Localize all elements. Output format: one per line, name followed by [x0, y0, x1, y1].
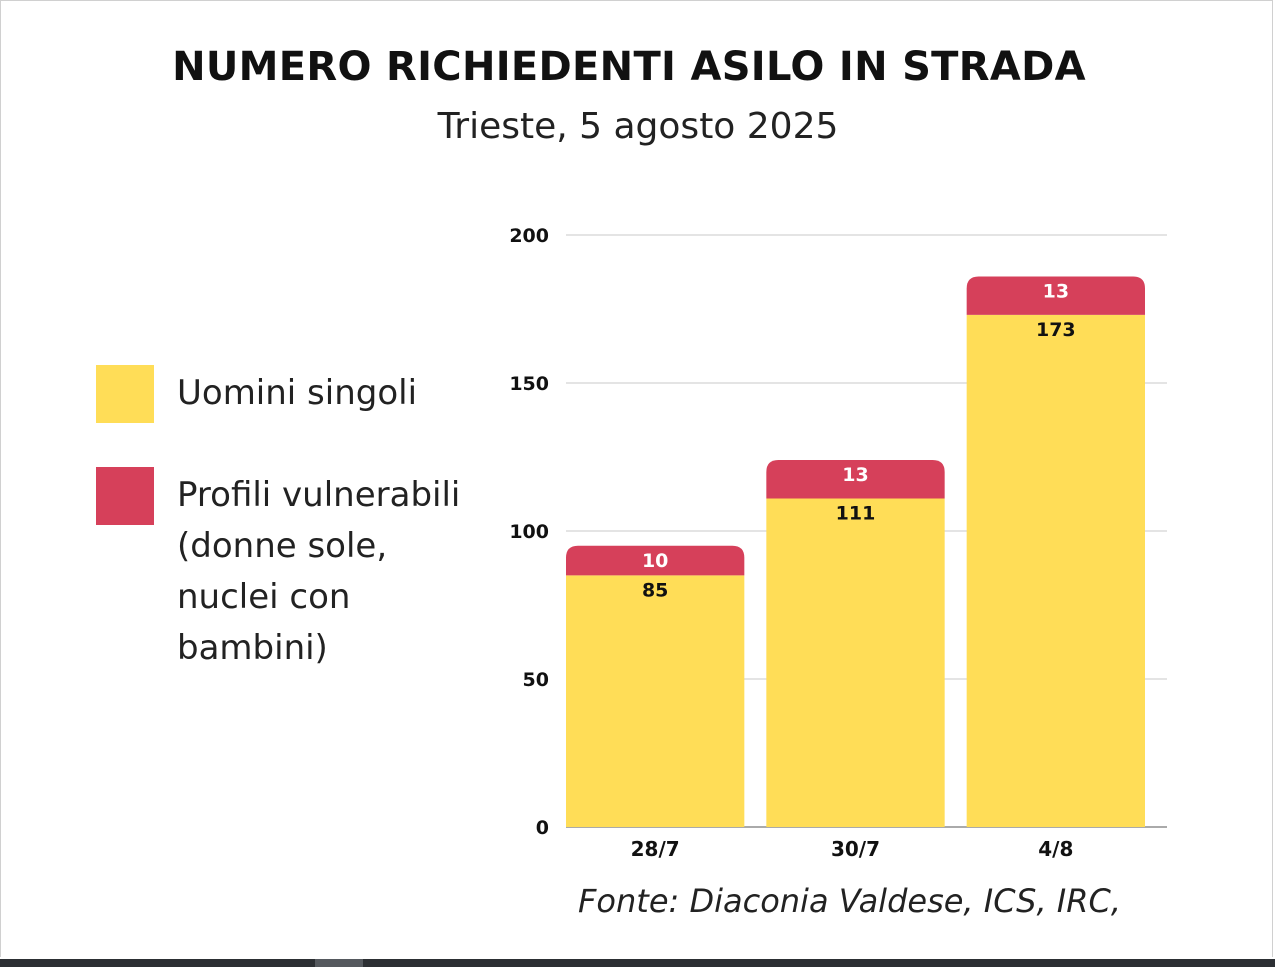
x-tick-label: 28/7: [631, 837, 680, 861]
y-tick-label: 50: [523, 669, 549, 691]
taskbar-segment: [315, 959, 363, 967]
x-tick-label: 30/7: [831, 837, 880, 861]
chart-subtitle: Trieste, 5 agosto 2025: [437, 106, 839, 147]
data-label: 10: [642, 550, 668, 572]
legend-label-uomini-singoli: Uomini singoli: [177, 373, 418, 413]
bar-segment-2-1: [566, 545, 745, 576]
data-label: 85: [642, 579, 668, 601]
y-tick-label: 100: [509, 521, 549, 543]
taskbar-strip: [0, 959, 1275, 967]
bar-segment-2-2: [766, 459, 945, 499]
bar-segment-2-3: [966, 276, 1145, 315]
legend-swatch-uomini-singoli: [96, 365, 154, 423]
chart-source: Fonte: Diaconia Valdese, ICS, IRC,: [578, 882, 1121, 920]
data-label: 13: [1043, 280, 1069, 302]
y-tick-label: 200: [509, 225, 549, 247]
chart-title: NUMERO RICHIEDENTI ASILO IN STRADA: [172, 44, 1086, 90]
data-label: 111: [836, 502, 876, 524]
bar-segment-1-1: [566, 575, 745, 827]
bar-segment-1-3: [966, 314, 1145, 827]
legend-label-profili-vulnerabili: Profili vulnerabili (donne sole, nuclei …: [177, 475, 461, 668]
bar-segment-1-2: [766, 498, 945, 827]
data-label: 173: [1036, 319, 1076, 341]
legend-swatch-profili-vulnerabili: [96, 467, 154, 525]
y-tick-label: 150: [509, 373, 549, 395]
x-tick-label: 4/8: [1038, 837, 1073, 861]
data-label: 13: [842, 464, 868, 486]
y-tick-label: 0: [536, 817, 549, 839]
